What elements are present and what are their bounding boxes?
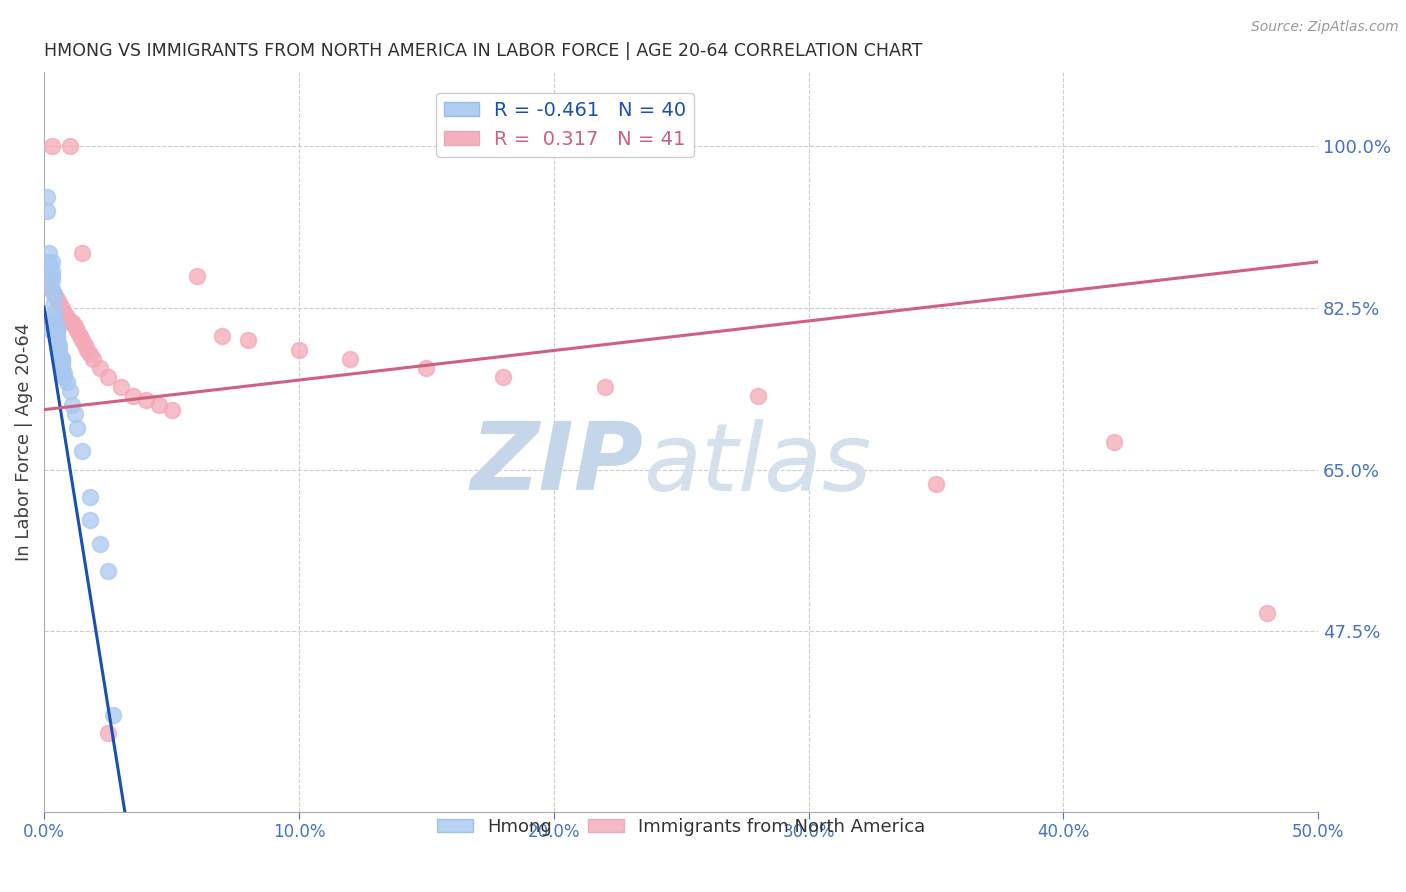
Point [97, 726, 120, 740]
Point [44, 287, 66, 301]
Point [48, 296, 70, 310]
Point [41, 273, 63, 287]
Point [35, 204, 58, 219]
Point [41, 324, 63, 338]
Point [38, 255, 60, 269]
Point [38, 245, 60, 260]
Point [492, 370, 515, 384]
Point [747, 389, 769, 403]
Point [41, 283, 63, 297]
Point [35, 190, 58, 204]
Text: HMONG VS IMMIGRANTS FROM NORTH AMERICA IN LABOR FORCE | AGE 20-64 CORRELATION CH: HMONG VS IMMIGRANTS FROM NORTH AMERICA I… [44, 42, 922, 60]
Point [56, 310, 79, 325]
Point [45, 334, 67, 348]
Point [45, 319, 67, 334]
Point [89, 536, 111, 550]
Point [45, 324, 67, 338]
Point [72, 444, 94, 458]
Text: ZIP: ZIP [470, 418, 643, 510]
Point [122, 389, 145, 403]
Point [44, 305, 66, 319]
Legend: Hmong, Immigrants from North America: Hmong, Immigrants from North America [429, 811, 934, 843]
Point [593, 379, 616, 393]
Point [66, 421, 89, 435]
Point [72, 245, 94, 260]
Point [45, 324, 67, 338]
Point [89, 361, 111, 376]
Text: Source: ZipAtlas.com: Source: ZipAtlas.com [1251, 20, 1399, 34]
Y-axis label: In Labor Force | Age 20-64: In Labor Force | Age 20-64 [15, 323, 32, 561]
Text: atlas: atlas [643, 418, 872, 509]
Point [236, 334, 259, 348]
Point [38, 273, 60, 287]
Point [211, 328, 233, 343]
Point [41, 255, 63, 269]
Point [415, 361, 437, 376]
Point [51, 301, 73, 315]
Point [63, 407, 86, 421]
Point [53, 305, 76, 319]
Point [135, 393, 157, 408]
Point [60, 315, 83, 329]
Point [160, 402, 183, 417]
Point [110, 379, 132, 393]
Point [51, 361, 73, 376]
Point [79, 491, 101, 505]
Point [339, 351, 361, 366]
Point [1104, 434, 1126, 449]
Point [53, 366, 76, 380]
Point [44, 315, 66, 329]
Point [58, 139, 80, 153]
Point [44, 310, 66, 325]
Point [41, 283, 63, 297]
Point [58, 384, 80, 399]
Point [66, 324, 89, 338]
Point [925, 476, 948, 491]
Point [101, 707, 124, 722]
Point [58, 315, 80, 329]
Point [48, 343, 70, 357]
Point [1256, 606, 1278, 620]
Point [69, 328, 91, 343]
Point [97, 370, 120, 384]
Point [82, 351, 104, 366]
Point [79, 514, 101, 528]
Point [51, 351, 73, 366]
Point [288, 343, 311, 357]
Point [41, 268, 63, 283]
Point [186, 268, 208, 283]
Point [48, 338, 70, 352]
Point [60, 398, 83, 412]
Point [79, 347, 101, 361]
Point [51, 351, 73, 366]
Point [73, 338, 96, 352]
Point [45, 328, 67, 343]
Point [97, 564, 120, 578]
Point [51, 356, 73, 370]
Point [44, 287, 66, 301]
Point [72, 334, 94, 348]
Point [53, 370, 76, 384]
Point [41, 139, 63, 153]
Point [44, 296, 66, 310]
Point [41, 264, 63, 278]
Point [48, 347, 70, 361]
Point [148, 398, 170, 412]
Point [56, 375, 79, 389]
Point [45, 292, 67, 306]
Point [76, 343, 98, 357]
Point [63, 319, 86, 334]
